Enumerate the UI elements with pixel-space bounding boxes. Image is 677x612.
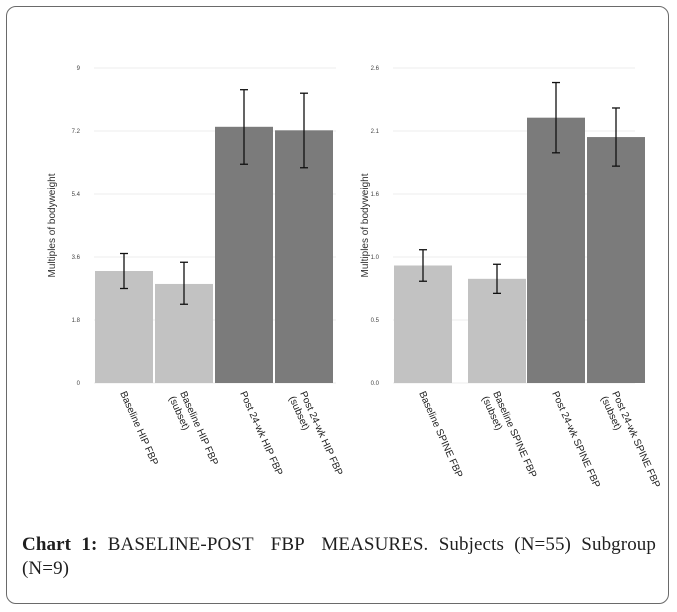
x-category-label: Post 24-wk HIP FBP — [237, 390, 284, 478]
bar — [468, 278, 526, 383]
y-tick-label: 2.1 — [371, 129, 380, 135]
y-tick-label: 0 — [77, 381, 81, 387]
y-tick-label: 5.4 — [72, 192, 81, 198]
x-category-label: Baseline HIP FBP — [117, 390, 160, 468]
y-tick-label: 7.2 — [72, 129, 81, 135]
y-axis-title: Multiples of bodyweight — [360, 173, 371, 277]
bar — [95, 271, 153, 383]
bar — [394, 265, 452, 383]
caption-text: Subjects (N=55) Subgroup (N=9) — [22, 534, 656, 579]
y-axis-title: Multiples of bodyweight — [47, 173, 58, 277]
chart-panel-2: 0.0 0.5 1.0 1.6 2.1 2.6 Multiples of bodyweigh… — [360, 66, 662, 495]
chart-caption: Chart 1: BASELINE-POST FBP MEASURES. Sub… — [22, 533, 656, 581]
x-category-label: Post 24-wk SPINE FBP(subset) — [598, 390, 662, 495]
y-tick-label: 1.8 — [72, 318, 81, 324]
y-tick-label: 0.5 — [371, 318, 380, 324]
bar — [527, 117, 585, 383]
caption-title: BASELINE-POST FBP MEASURES. — [107, 534, 429, 555]
x-category-label: Baseline SPINE FBP(subset) — [479, 390, 538, 485]
bar — [587, 137, 645, 383]
chart-panel-1: 0 1.8 3.6 5.4 7.2 9 Multiples of bodyweight Bas… — [47, 66, 344, 483]
caption-label: Chart 1: — [22, 534, 98, 555]
x-category-label: Post 24-wk SPINE FBP — [549, 390, 602, 490]
bar — [215, 126, 273, 384]
y-tick-label: 3.6 — [72, 255, 81, 261]
y-tick-label: 1.0 — [371, 255, 380, 261]
bar — [275, 130, 333, 383]
x-category-label: Baseline SPINE FBP — [416, 390, 464, 480]
y-tick-label: 0.0 — [371, 381, 380, 387]
y-tick-label: 1.6 — [371, 192, 380, 198]
x-category-label: Post 24-wk HIP FBP(subset) — [286, 390, 344, 483]
y-tick-label: 9 — [77, 66, 81, 72]
x-category-label: Baseline HIP FBP(subset) — [166, 390, 220, 473]
y-tick-label: 2.6 — [371, 66, 380, 72]
